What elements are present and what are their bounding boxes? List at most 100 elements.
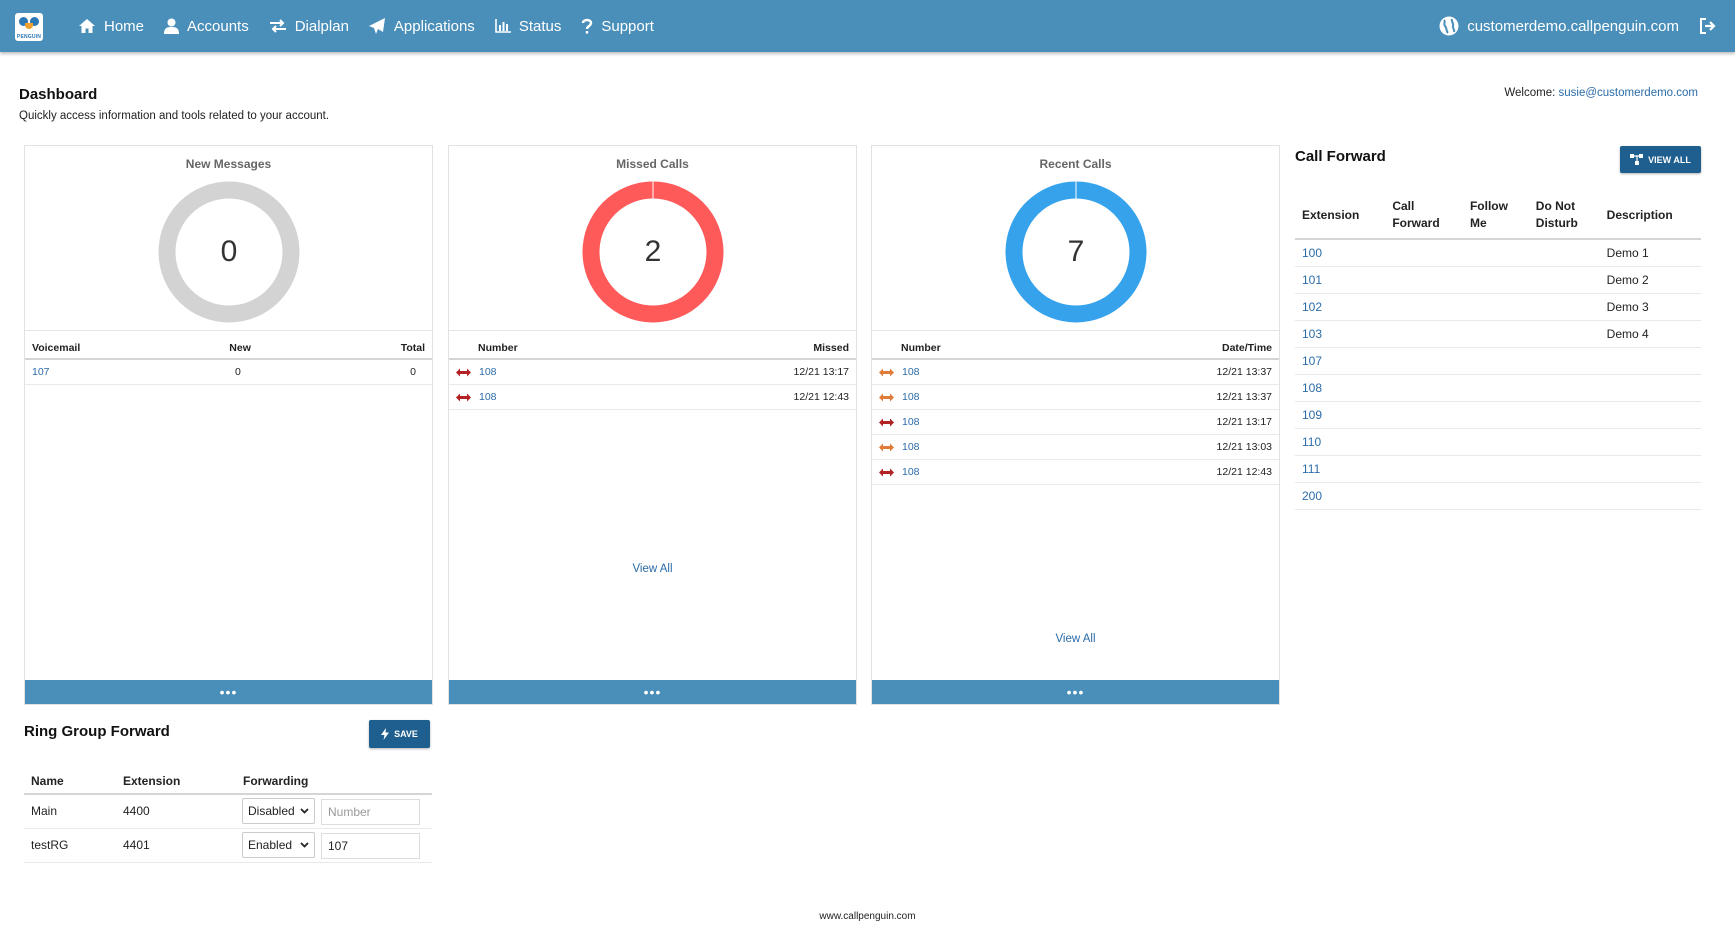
divider — [25, 330, 432, 331]
table-row: testRG 4401 Enabled 107 — [24, 828, 432, 863]
view-all-container: View All — [872, 623, 1279, 645]
card-title: Recent Calls — [1039, 157, 1112, 171]
card-more-button[interactable]: ••• — [449, 680, 856, 704]
extension-description — [1599, 401, 1701, 429]
nav-status-label: Status — [518, 17, 562, 35]
logout-icon[interactable] — [1699, 18, 1717, 34]
table-row: 108 12/21 13:37 — [872, 384, 1279, 410]
table-row: 108 12/21 12:43 — [872, 459, 1279, 485]
outgoing-call-icon — [879, 393, 894, 402]
column-header: New — [127, 336, 369, 360]
top-navbar: PENGUIN Home Accounts Dialplan Applicati… — [0, 0, 1735, 52]
column-header: Missed — [661, 336, 856, 360]
table-row: 108 12/21 13:03 — [872, 434, 1279, 460]
ring-group-table: Name Extension Forwarding Main 4400 Disa… — [24, 770, 432, 863]
extension-description: Demo 4 — [1599, 320, 1701, 348]
nav-status[interactable]: Status — [495, 17, 562, 35]
nav-dialplan[interactable]: Dialplan — [269, 18, 349, 35]
extension-link[interactable]: 109 — [1302, 407, 1323, 422]
question-icon — [582, 18, 593, 34]
nav-home[interactable]: Home — [78, 18, 144, 35]
table-row: 107 — [1295, 347, 1701, 375]
missed-call-icon — [879, 418, 894, 427]
table-row: 110 — [1295, 428, 1701, 456]
extension-link[interactable]: 107 — [1302, 353, 1323, 368]
extension-link[interactable]: 200 — [1302, 488, 1323, 503]
new-messages-card: New Messages 0 Voicemail New Total 107 0… — [24, 145, 433, 705]
missed-calls-card: Missed Calls 2 Number Missed 108 12/21 1… — [448, 145, 857, 705]
extension-link[interactable]: 101 — [1302, 272, 1323, 287]
table-row: 111 — [1295, 455, 1701, 483]
call-time: 12/21 13:37 — [1084, 384, 1279, 410]
voicemail-link[interactable]: 107 — [32, 366, 50, 379]
chevron-down-icon — [300, 842, 309, 848]
ring-group-name: Main — [24, 794, 116, 829]
table-row: 108 12/21 13:17 — [449, 359, 856, 385]
card-more-button[interactable]: ••• — [872, 680, 1279, 704]
caller-number-link[interactable]: 108 — [902, 441, 920, 453]
forward-number-input[interactable]: Number — [321, 798, 420, 825]
extension-link[interactable]: 111 — [1302, 461, 1321, 476]
extension-link[interactable]: 102 — [1302, 299, 1323, 314]
sitemap-icon — [1630, 154, 1644, 165]
extension-description: Demo 3 — [1599, 293, 1701, 321]
table-row: 108 12/21 13:17 — [872, 409, 1279, 435]
forwarding-select[interactable]: Enabled — [242, 831, 315, 858]
nav-accounts[interactable]: Accounts — [164, 18, 249, 35]
view-all-missed-link[interactable]: View All — [632, 563, 673, 575]
caller-number-link[interactable]: 108 — [902, 416, 920, 428]
view-all-call-forward-button[interactable]: VIEW ALL — [1620, 146, 1701, 173]
extension-link[interactable]: 103 — [1302, 326, 1323, 341]
table-row: 200 — [1295, 482, 1701, 510]
column-header-call-forward: Call Forward — [1385, 196, 1463, 240]
extension-link[interactable]: 100 — [1302, 245, 1323, 260]
table-row: 108 12/21 12:43 — [449, 384, 856, 410]
save-ring-group-button[interactable]: SAVE — [369, 720, 430, 748]
card-more-button[interactable]: ••• — [25, 680, 432, 704]
column-header: Total — [368, 336, 432, 360]
table-row: 101 Demo 2 — [1295, 266, 1701, 294]
caller-number-link[interactable]: 108 — [902, 366, 920, 379]
table-row: 102 Demo 3 — [1295, 293, 1701, 321]
total-count: 0 — [368, 359, 432, 385]
table-row: 108 — [1295, 374, 1701, 402]
column-header: Forwarding — [236, 770, 432, 795]
caller-number-link[interactable]: 108 — [902, 391, 920, 403]
bar-chart-icon — [495, 19, 511, 33]
forward-number-input[interactable]: 107 — [321, 832, 420, 859]
caller-number-link[interactable]: 108 — [479, 366, 497, 379]
footer-site-link[interactable]: www.callpenguin.com — [819, 911, 916, 922]
column-header: Number — [449, 336, 662, 360]
extension-link[interactable]: 108 — [1302, 380, 1323, 395]
domain-label: customerdemo.callpenguin.com — [1467, 17, 1679, 35]
globe-icon — [1439, 16, 1459, 36]
paper-plane-icon — [368, 18, 385, 34]
outgoing-call-icon — [879, 368, 894, 377]
column-header: Voicemail — [25, 336, 128, 360]
recent-count: 7 — [1067, 235, 1085, 268]
divider — [872, 330, 1279, 331]
nav-applications[interactable]: Applications — [368, 18, 475, 35]
extension-description: Demo 1 — [1599, 239, 1701, 267]
outgoing-call-icon — [879, 443, 894, 452]
table-row: Main 4400 Disabled Number — [24, 794, 432, 829]
caller-number-link[interactable]: 108 — [479, 391, 497, 403]
forwarding-select[interactable]: Disabled — [242, 798, 315, 824]
nav-dialplan-label: Dialplan — [294, 17, 349, 35]
view-all-recent-link[interactable]: View All — [1055, 633, 1096, 645]
extension-link[interactable]: 110 — [1302, 434, 1322, 449]
nav-support[interactable]: Support — [581, 18, 654, 35]
table-row: 103 Demo 4 — [1295, 320, 1701, 348]
extension-description: Demo 2 — [1599, 266, 1701, 294]
column-header: Date/Time — [1084, 336, 1279, 360]
call-time: 12/21 13:17 — [1084, 409, 1279, 435]
missed-donut-chart — [582, 181, 724, 323]
callpenguin-logo[interactable]: PENGUIN — [15, 13, 43, 41]
nav-accounts-label: Accounts — [187, 17, 249, 35]
welcome-user-link[interactable]: susie@customerdemo.com — [1558, 87, 1699, 99]
domain-selector[interactable]: customerdemo.callpenguin.com — [1439, 16, 1679, 36]
page-title: Dashboard — [19, 86, 98, 103]
table-row: 107 0 0 — [25, 359, 432, 385]
caller-number-link[interactable]: 108 — [902, 466, 920, 478]
view-all-container: View All — [449, 553, 856, 575]
